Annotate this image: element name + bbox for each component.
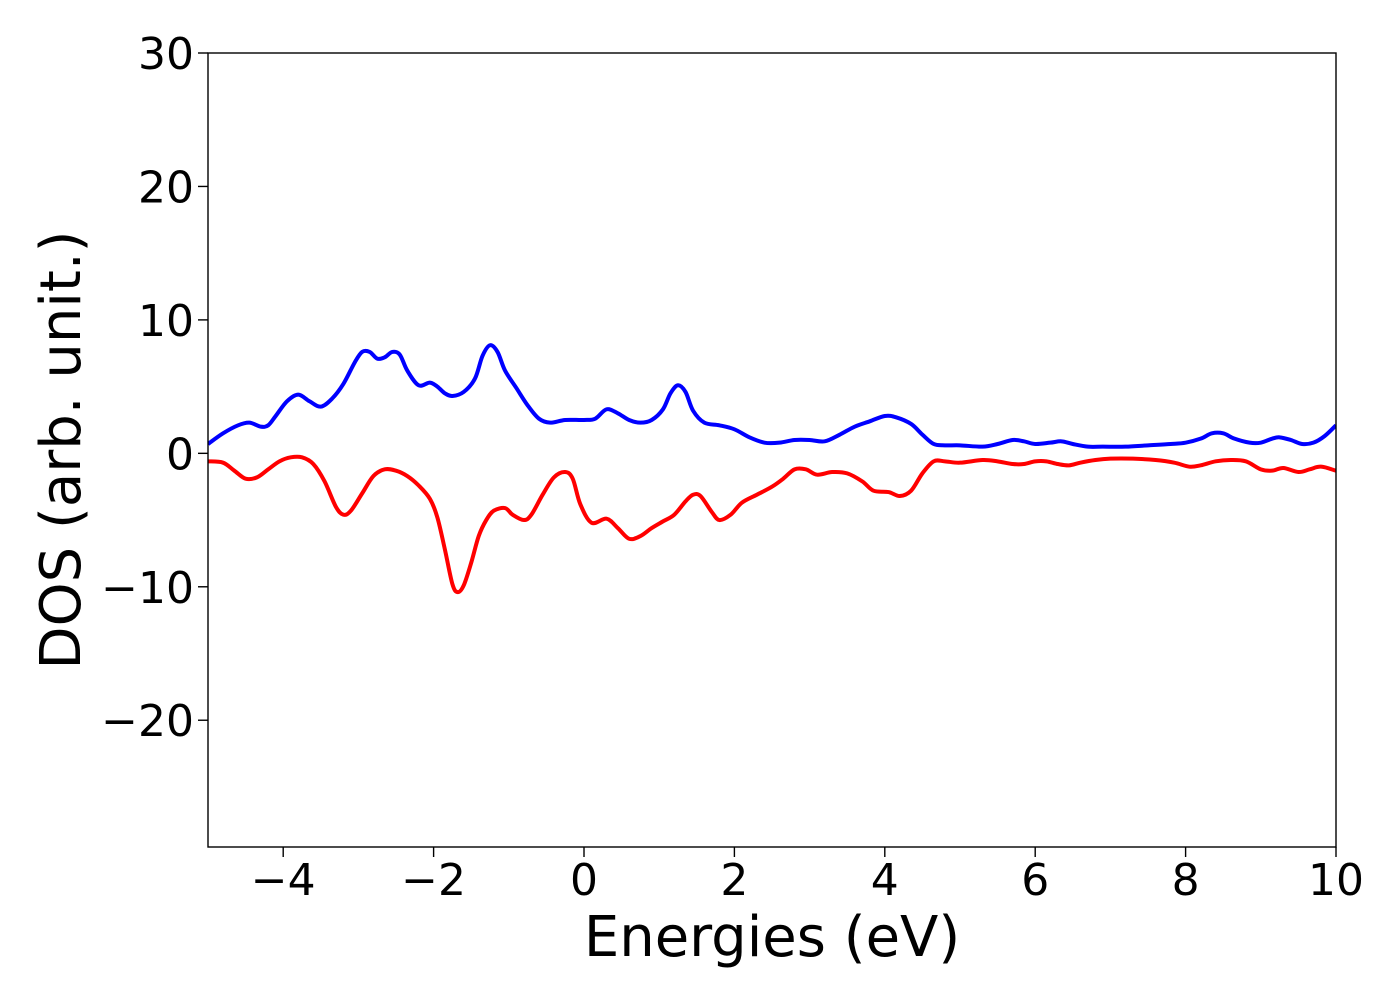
- series-layer: [208, 343, 1336, 595]
- x-tick-label: 2: [720, 855, 748, 906]
- x-tick-label: −4: [251, 855, 316, 906]
- x-tick-label: 0: [570, 855, 598, 906]
- x-tick-label: −2: [401, 855, 466, 906]
- y-tick-label: −10: [101, 563, 194, 614]
- y-tick-label: 0: [166, 429, 194, 480]
- x-tick-label: 8: [1172, 855, 1200, 906]
- x-tick-label: 6: [1021, 855, 1049, 906]
- y-tick-label: 30: [138, 29, 194, 80]
- y-tick-label: −20: [101, 696, 194, 747]
- y-axis-label: DOS (arb. unit.): [29, 230, 94, 669]
- y-axis-ticks: −20 −10 0 10 20 30: [101, 29, 208, 747]
- y-tick-label: 20: [138, 162, 194, 213]
- x-tick-label: 4: [871, 855, 899, 906]
- series-line-2: [208, 454, 1336, 595]
- x-axis-ticks: −4 −2 0 2 4 6 8 10: [251, 847, 1364, 906]
- y-tick-label: 10: [138, 296, 194, 347]
- x-axis-label: Energies (eV): [584, 905, 960, 970]
- x-tick-label: 10: [1308, 855, 1364, 906]
- plot-frame: [207, 52, 1337, 848]
- series-line-1: [208, 343, 1336, 449]
